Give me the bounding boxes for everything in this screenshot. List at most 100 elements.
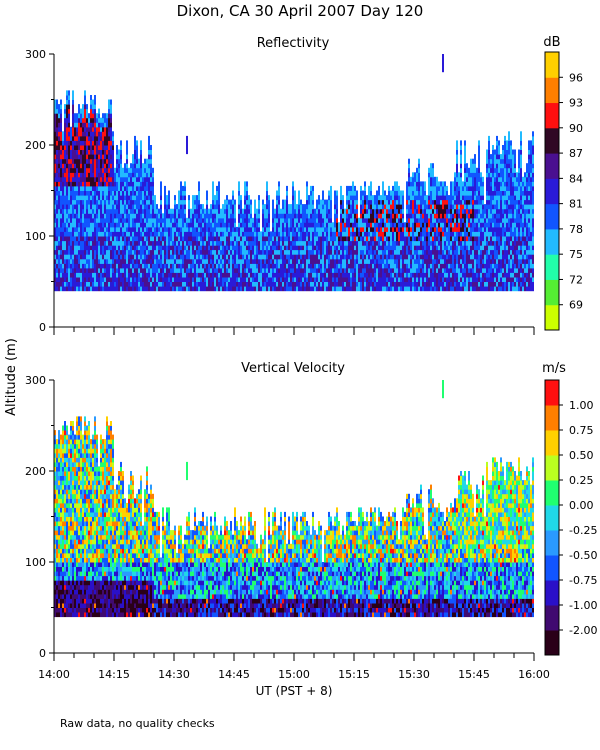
heatmap-cell — [62, 276, 64, 282]
heatmap-cell — [278, 213, 280, 219]
heatmap-cell — [302, 208, 304, 214]
heatmap-cell — [362, 245, 364, 251]
heatmap-cell — [266, 240, 268, 246]
heatmap-cell — [376, 245, 378, 251]
heatmap-cell — [272, 199, 274, 205]
heatmap-cell — [196, 240, 198, 246]
heatmap-cell — [110, 217, 112, 223]
heatmap-cell — [224, 231, 226, 237]
heatmap-cell — [156, 267, 158, 273]
heatmap-cell — [312, 231, 314, 237]
heatmap-cell — [178, 204, 180, 210]
heatmap-cell — [74, 204, 76, 210]
heatmap-cell — [70, 208, 72, 214]
heatmap-cell — [358, 281, 360, 287]
heatmap-cell — [406, 286, 408, 292]
heatmap-cell — [368, 286, 370, 292]
heatmap-cell — [112, 154, 114, 160]
heatmap-cell — [124, 267, 126, 273]
heatmap-cell — [72, 158, 74, 164]
heatmap-cell — [174, 276, 176, 282]
heatmap-cell — [404, 267, 406, 273]
heatmap-cell — [156, 204, 158, 210]
heatmap-cell — [386, 281, 388, 287]
heatmap-cell — [252, 272, 254, 278]
heatmap-cell — [294, 236, 296, 242]
heatmap-cell — [60, 135, 62, 141]
heatmap-cell — [448, 226, 450, 232]
heatmap-cell — [60, 267, 62, 273]
heatmap-cell — [344, 222, 346, 228]
heatmap-cell — [382, 231, 384, 237]
heatmap-cell — [68, 122, 70, 128]
heatmap-cell — [416, 217, 418, 223]
heatmap-cell — [308, 245, 310, 251]
heatmap-cell — [134, 267, 136, 273]
heatmap-cell — [70, 286, 72, 292]
heatmap-cell — [158, 240, 160, 246]
heatmap-cell — [252, 267, 254, 273]
heatmap-cell — [196, 199, 198, 205]
heatmap-cell — [348, 236, 350, 242]
heatmap-cell — [98, 135, 100, 141]
heatmap-cell — [336, 213, 338, 219]
heatmap-cell — [438, 199, 440, 205]
heatmap-cell — [180, 254, 182, 260]
heatmap-cell — [440, 254, 442, 260]
heatmap-cell — [162, 240, 164, 246]
heatmap-cell — [168, 199, 170, 205]
heatmap-cell — [120, 286, 122, 292]
heatmap-cell — [64, 140, 66, 146]
heatmap-cell — [270, 276, 272, 282]
heatmap-cell — [214, 213, 216, 219]
heatmap-cell — [144, 213, 146, 219]
heatmap-cell — [238, 267, 240, 273]
heatmap-cell — [344, 263, 346, 269]
heatmap-cell — [66, 208, 68, 214]
heatmap-cell — [408, 245, 410, 251]
heatmap-cell — [310, 204, 312, 210]
heatmap-cell — [96, 222, 98, 228]
heatmap-cell — [222, 258, 224, 264]
heatmap-cell — [214, 204, 216, 210]
heatmap-cell — [154, 245, 156, 251]
heatmap-cell — [292, 231, 294, 237]
heatmap-cell — [442, 276, 444, 282]
heatmap-cell — [90, 276, 92, 282]
heatmap-cell — [356, 213, 358, 219]
heatmap-cell — [388, 190, 390, 196]
heatmap-cell — [370, 204, 372, 210]
heatmap-cell — [146, 245, 148, 251]
heatmap-cell — [442, 240, 444, 246]
heatmap-cell — [396, 185, 398, 191]
heatmap-cell — [214, 281, 216, 287]
heatmap-cell — [416, 172, 418, 178]
heatmap-cell — [122, 208, 124, 214]
heatmap-cell — [120, 176, 122, 182]
heatmap-cell — [342, 195, 344, 201]
heatmap-cell — [354, 204, 356, 210]
heatmap-cell — [410, 236, 412, 242]
heatmap-cell — [392, 226, 394, 232]
heatmap-cell — [100, 199, 102, 205]
heatmap-cell — [314, 236, 316, 242]
heatmap-cell — [298, 222, 300, 228]
heatmap-cell — [350, 272, 352, 278]
heatmap-cell — [346, 276, 348, 282]
heatmap-cell — [282, 249, 284, 255]
heatmap-cell — [68, 163, 70, 169]
heatmap-cell — [124, 263, 126, 269]
heatmap-cell — [412, 245, 414, 251]
heatmap-cell — [302, 276, 304, 282]
heatmap-cell — [136, 267, 138, 273]
heatmap-cell — [332, 267, 334, 273]
heatmap-cell — [74, 113, 76, 119]
heatmap-cell — [168, 249, 170, 255]
heatmap-cell — [238, 254, 240, 260]
heatmap-cell — [268, 272, 270, 278]
heatmap-cell — [166, 240, 168, 246]
heatmap-cell — [86, 245, 88, 251]
heatmap-cell — [64, 286, 66, 292]
heatmap-cell — [388, 281, 390, 287]
heatmap-cell — [96, 176, 98, 182]
